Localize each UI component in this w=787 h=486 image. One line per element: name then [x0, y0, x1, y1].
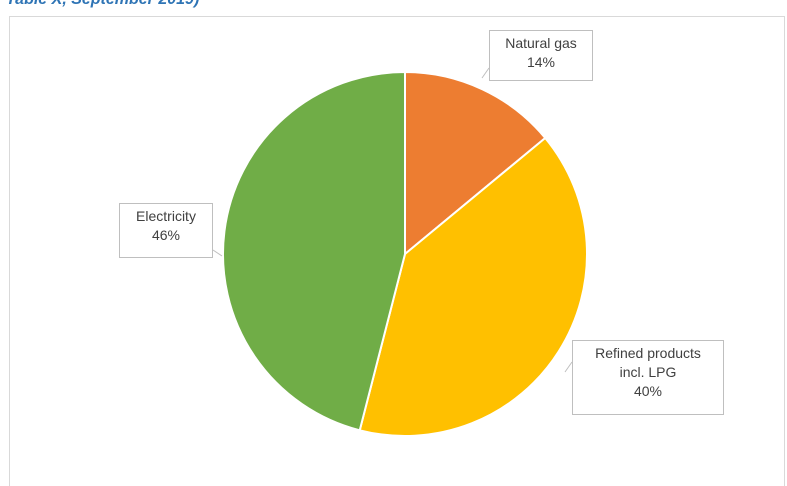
chart-caption: Table X, September 2019): [6, 0, 199, 9]
pie-slice-electricity: [222, 70, 406, 432]
pie-slice-natural-gas: [404, 70, 547, 257]
leader-line-refined-products: [564, 361, 573, 373]
slice-label-refined-products-line2: incl. LPG: [619, 364, 677, 380]
slice-label-natural-gas: Natural gas: [505, 35, 577, 51]
data-label-electricity: Electricity 46%: [119, 203, 213, 258]
data-label-refined-products: Refined products incl. LPG 40%: [572, 340, 724, 415]
pie-slice-refined-products-incl-lpg: [358, 136, 588, 437]
leader-line-natural-gas: [481, 67, 490, 79]
data-label-natural-gas: Natural gas 14%: [489, 30, 593, 81]
slice-label-refined-products-line1: Refined products: [595, 345, 701, 361]
slice-value-refined-products: 40%: [633, 383, 663, 399]
slice-value-electricity: 46%: [151, 227, 181, 243]
leader-line-electricity: [212, 249, 223, 257]
slice-value-natural-gas: 14%: [526, 54, 556, 70]
slice-label-electricity: Electricity: [136, 208, 196, 224]
